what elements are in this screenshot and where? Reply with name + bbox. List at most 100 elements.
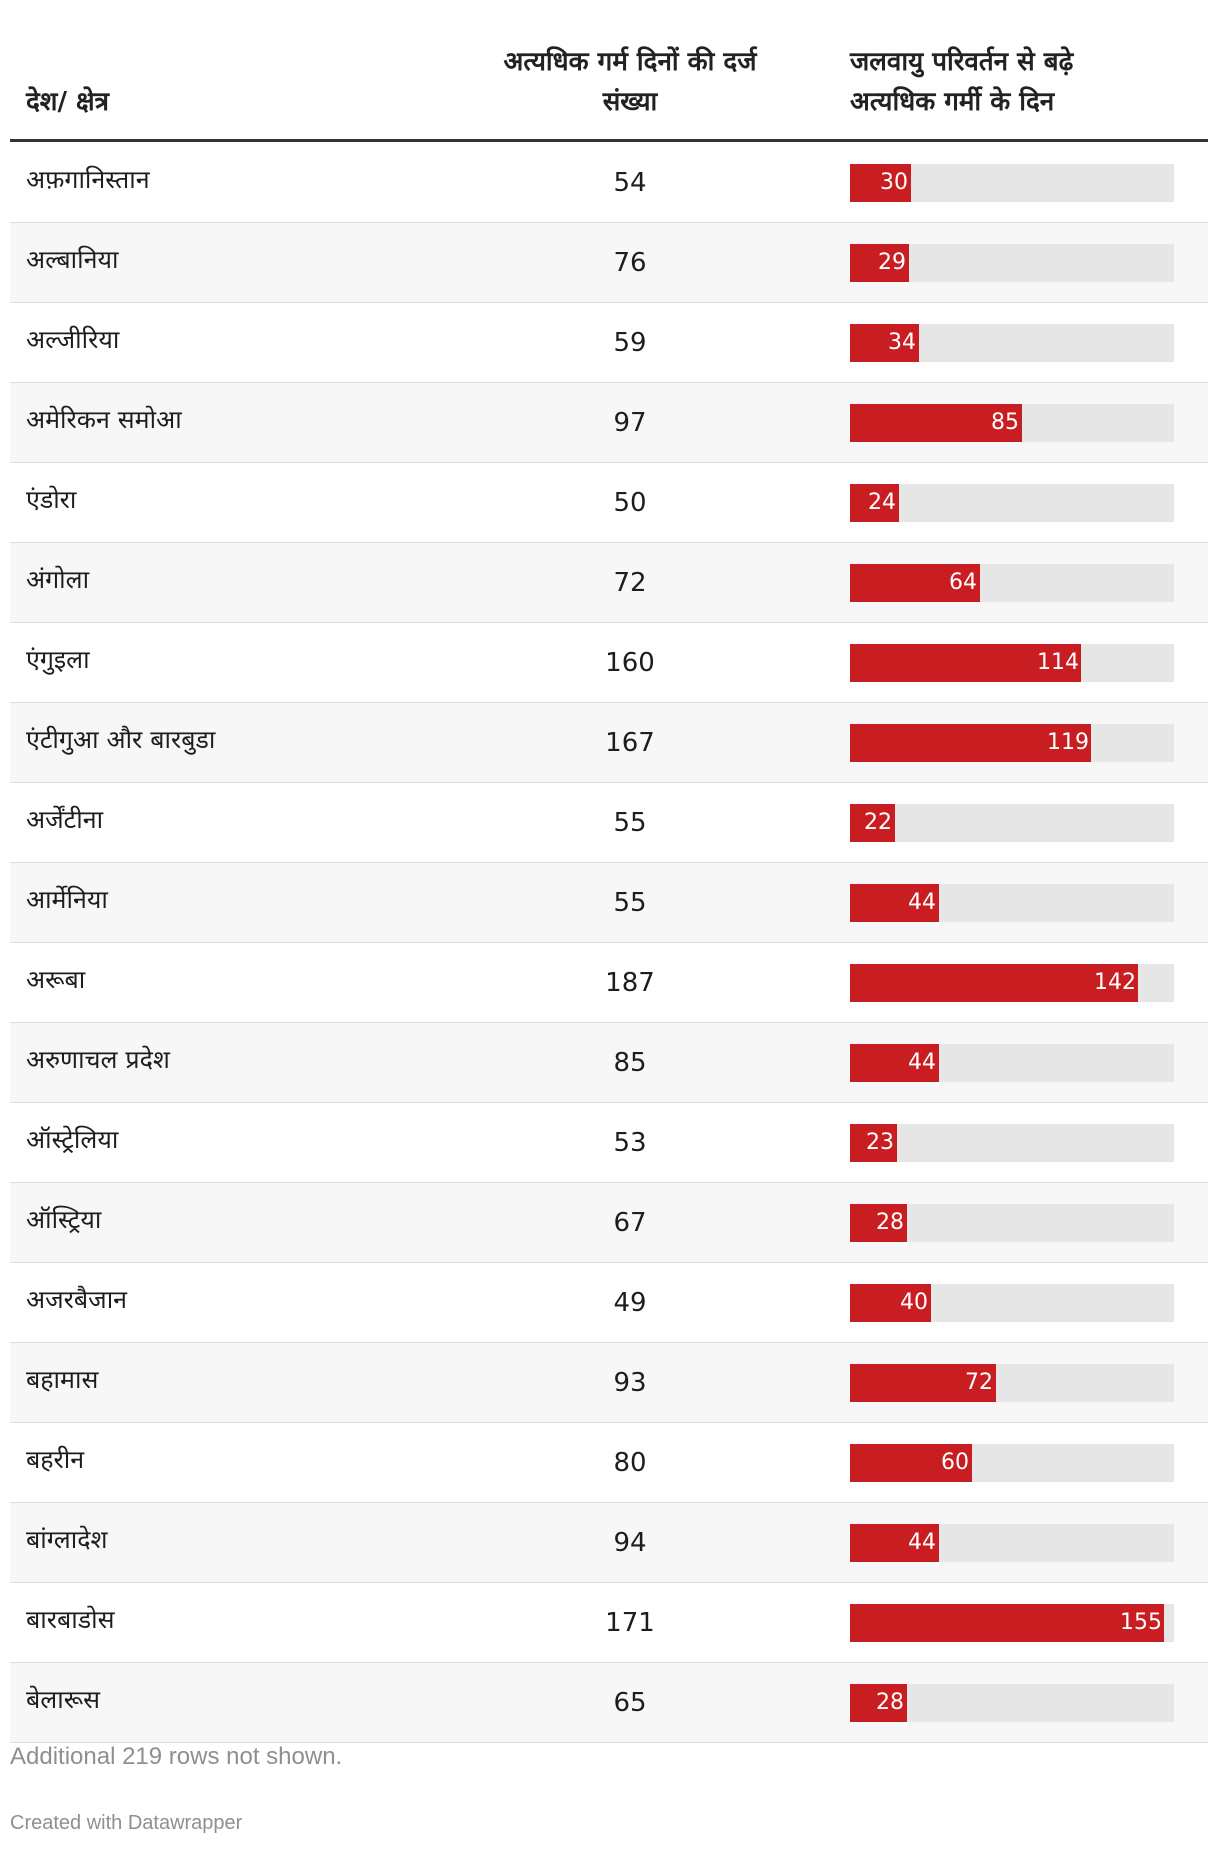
recorded-days-value: 171 [605,1608,655,1638]
bar-track: 44 [850,1044,1174,1082]
climate-days-label: 60 [941,1450,969,1475]
bar-track: 40 [850,1284,1174,1322]
country-name: बारबाडोस [26,1605,115,1634]
bar-track: 23 [850,1124,1174,1162]
recorded-days-value: 160 [605,648,655,678]
climate-days-label: 142 [1094,970,1136,995]
country-name: एंडोरा [26,485,77,514]
climate-days-bar [850,1364,996,1402]
table-header: देश/ क्षेत्र अत्यधिक गर्म दिनों की दर्ज … [10,0,1208,142]
bar-track: 60 [850,1444,1174,1482]
recorded-days-value: 94 [613,1528,647,1558]
climate-days-bar [850,1044,939,1082]
recorded-days-value: 55 [613,888,647,918]
header-climate-added-days[interactable]: जलवायु परिवर्तन से बढ़े अत्यधिक गर्मी के… [850,47,1074,117]
table-row: बहरीन 80 60 [10,1423,1208,1503]
recorded-days-value: 76 [613,248,647,278]
climate-days-label: 23 [866,1130,894,1155]
climate-days-label: 44 [908,1050,936,1075]
recorded-days-value: 167 [605,728,655,758]
table-row: एंटीगुआ और बारबुडा 167 119 [10,703,1208,783]
climate-days-bar [850,1684,907,1722]
table-body: अफ़गानिस्तान 54 30 अल्बानिया 76 29 अल्जीरिया 59… [10,143,1208,1743]
table-row: एंगुइला 160 114 [10,623,1208,703]
climate-days-label: 28 [876,1210,904,1235]
recorded-days-value: 93 [613,1368,647,1398]
climate-days-label: 64 [949,570,977,595]
country-name: ऑस्ट्रिया [26,1205,102,1234]
climate-days-label: 44 [908,890,936,915]
bar-track: 28 [850,1204,1174,1242]
climate-days-bar [850,1284,931,1322]
climate-days-bar [850,244,909,282]
table-row: एंडोरा 50 24 [10,463,1208,543]
climate-days-bar [850,404,1022,442]
country-name: एंगुइला [26,645,90,674]
bar-track: 34 [850,324,1174,362]
climate-days-bar [850,164,911,202]
climate-days-bar [850,644,1081,682]
country-name: बहामास [26,1365,99,1394]
datawrapper-credit[interactable]: Created with Datawrapper [10,1812,243,1834]
bar-track: 24 [850,484,1174,522]
country-name: अमेरिकन समोआ [26,405,182,434]
country-name: अल्बानिया [26,245,119,274]
table-row: बांग्लादेश 94 44 [10,1503,1208,1583]
country-name: आर्मेनिया [26,885,108,914]
bar-track: 22 [850,804,1174,842]
recorded-days-value: 59 [613,328,647,358]
climate-days-label: 24 [868,490,896,515]
recorded-days-value: 85 [613,1048,647,1078]
bar-track: 119 [850,724,1174,762]
climate-days-bar [850,724,1091,762]
climate-days-bar [850,1444,972,1482]
recorded-days-value: 80 [613,1448,647,1478]
climate-days-label: 85 [991,410,1019,435]
header-recorded-hot-days[interactable]: अत्यधिक गर्म दिनों की दर्ज संख्या [503,47,757,117]
table-row: बहामास 93 72 [10,1343,1208,1423]
climate-days-label: 34 [888,330,916,355]
recorded-days-value: 72 [613,568,647,598]
country-name: बहरीन [26,1445,85,1474]
table-row: अमेरिकन समोआ 97 85 [10,383,1208,463]
country-name: अफ़गानिस्तान [26,165,150,194]
climate-days-label: 72 [965,1370,993,1395]
country-name: एंटीगुआ और बारबुडा [26,725,216,754]
bar-track: 28 [850,1684,1174,1722]
table-row: बारबाडोस 171 155 [10,1583,1208,1663]
bar-track: 72 [850,1364,1174,1402]
bar-track: 85 [850,404,1174,442]
country-name: अरूबा [26,965,86,994]
table-row: ऑस्ट्रेलिया 53 23 [10,1103,1208,1183]
table-row: अल्बानिया 76 29 [10,223,1208,303]
climate-days-bar [850,964,1138,1002]
recorded-days-value: 97 [613,408,647,438]
bar-track: 64 [850,564,1174,602]
rows-not-shown-note: Additional 219 rows not shown. [10,1743,343,1770]
climate-days-bar [850,324,919,362]
header-country[interactable]: देश/ क्षेत्र [26,87,110,117]
country-name: बांग्लादेश [26,1525,108,1554]
table-row: ऑस्ट्रिया 67 28 [10,1183,1208,1263]
table-row: अजरबैजान 49 40 [10,1263,1208,1343]
climate-days-label: 28 [876,1690,904,1715]
recorded-days-value: 54 [613,168,647,198]
bar-track: 30 [850,164,1174,202]
climate-days-bar [850,564,980,602]
country-name: अंगोला [26,565,90,594]
recorded-days-value: 67 [613,1208,647,1238]
climate-days-bar [850,1204,907,1242]
climate-days-bar [850,884,939,922]
climate-days-bar [850,1524,939,1562]
climate-days-label: 29 [878,250,906,275]
climate-days-label: 30 [880,170,908,195]
climate-days-label: 44 [908,1530,936,1555]
recorded-days-value: 49 [613,1288,647,1318]
country-name: अर्जेंटीना [26,805,104,834]
table-row: अर्जेंटीना 55 22 [10,783,1208,863]
bar-track: 155 [850,1604,1174,1642]
climate-days-label: 155 [1120,1610,1162,1635]
table-row: अंगोला 72 64 [10,543,1208,623]
climate-days-label: 119 [1047,730,1089,755]
